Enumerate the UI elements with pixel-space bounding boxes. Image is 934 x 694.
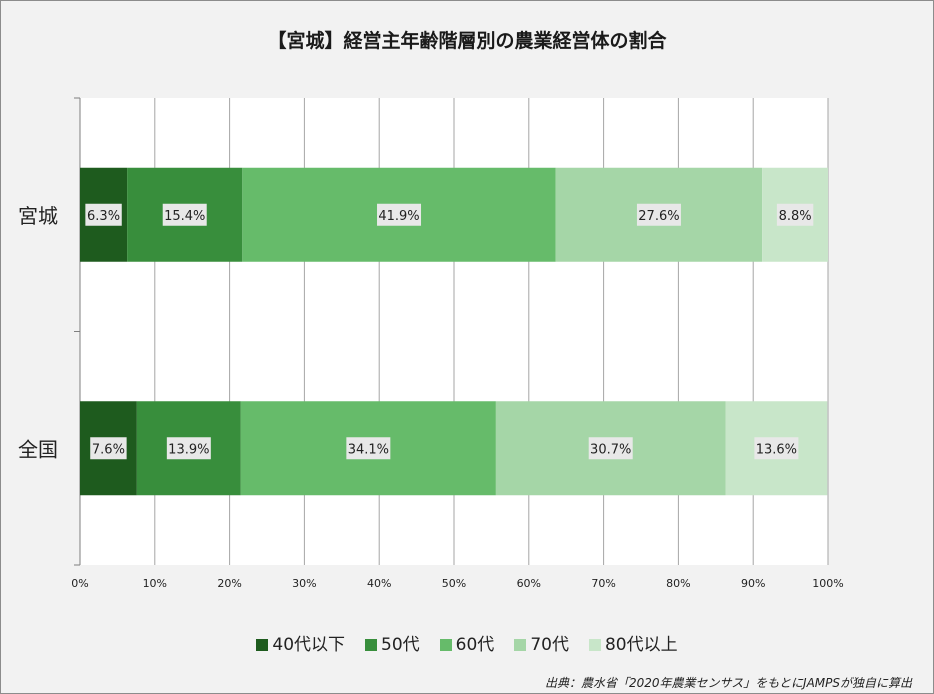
data-label-box [346, 437, 391, 460]
data-label: 8.8% [776, 203, 814, 226]
data-label-box [588, 437, 633, 460]
x-tick-label: 40% [367, 577, 391, 590]
data-label-text: 27.6% [638, 209, 679, 224]
legend-item: 70代 [514, 630, 569, 655]
category-label: 宮城 [18, 204, 58, 228]
data-label-text: 7.6% [92, 442, 125, 457]
legend-item: 60代 [439, 630, 495, 655]
legend-swatch [365, 639, 378, 651]
data-label: 7.6% [90, 437, 127, 460]
legend-swatch [514, 639, 527, 651]
data-label-box [85, 203, 122, 226]
data-label-text: 6.3% [87, 209, 120, 224]
data-label-text: 30.7% [590, 442, 631, 457]
data-label-box [166, 437, 211, 460]
category-label: 全国 [18, 437, 58, 461]
data-label-box [377, 203, 422, 226]
x-tick-label: 0% [71, 577, 88, 590]
x-tick-label: 30% [292, 577, 316, 590]
data-label: 15.4% [162, 203, 207, 226]
data-label-box [162, 203, 207, 226]
data-label: 6.3% [85, 203, 122, 226]
x-tick-label: 90% [741, 577, 765, 590]
x-tick-label: 60% [517, 577, 541, 590]
legend-swatch [439, 639, 452, 651]
data-label-box [636, 203, 681, 226]
data-label-text: 15.4% [164, 209, 205, 224]
legend-item: 80代以上 [588, 630, 678, 655]
x-tick-label: 100% [812, 577, 843, 590]
legend-label: 50代 [381, 635, 420, 655]
x-tick-label: 10% [143, 577, 167, 590]
data-label: 30.7% [588, 437, 633, 460]
legend-label: 40代以下 [272, 635, 346, 655]
legend-label: 60代 [455, 635, 495, 655]
data-label-box [776, 203, 814, 226]
data-label-text: 41.9% [378, 209, 419, 224]
data-label-box [754, 437, 799, 460]
x-tick-label: 80% [666, 577, 690, 590]
data-label: 34.1% [346, 437, 391, 460]
data-label: 13.9% [166, 437, 211, 460]
chart-title: 【宮城】経営主年齢階層別の農業経営体の割合 [267, 30, 667, 52]
legend-label: 70代 [530, 635, 569, 655]
data-label-text: 13.6% [756, 442, 797, 457]
data-label: 13.6% [754, 437, 799, 460]
source-note: 出典：農水省「2020年農業センサス」をもとにJAMPSが独自に算出 [544, 676, 912, 690]
data-label-text: 34.1% [348, 442, 389, 457]
x-tick-label: 50% [442, 577, 466, 590]
data-label: 41.9% [377, 203, 422, 226]
legend-item: 40代以下 [256, 630, 345, 655]
legend-swatch [588, 639, 601, 651]
x-tick-label: 70% [591, 577, 615, 590]
x-tick-label: 20% [217, 577, 241, 590]
data-label-text: 8.8% [779, 209, 812, 224]
legend-label: 80代以上 [604, 635, 678, 655]
data-label: 27.6% [636, 203, 681, 226]
legend-swatch [256, 639, 269, 651]
chart-legend: 40代以下 50代 60代 70代 80代以上 [0, 630, 934, 655]
legend-item: 50代 [365, 630, 420, 655]
data-label-text: 13.9% [168, 442, 209, 457]
data-label-box [90, 437, 127, 460]
